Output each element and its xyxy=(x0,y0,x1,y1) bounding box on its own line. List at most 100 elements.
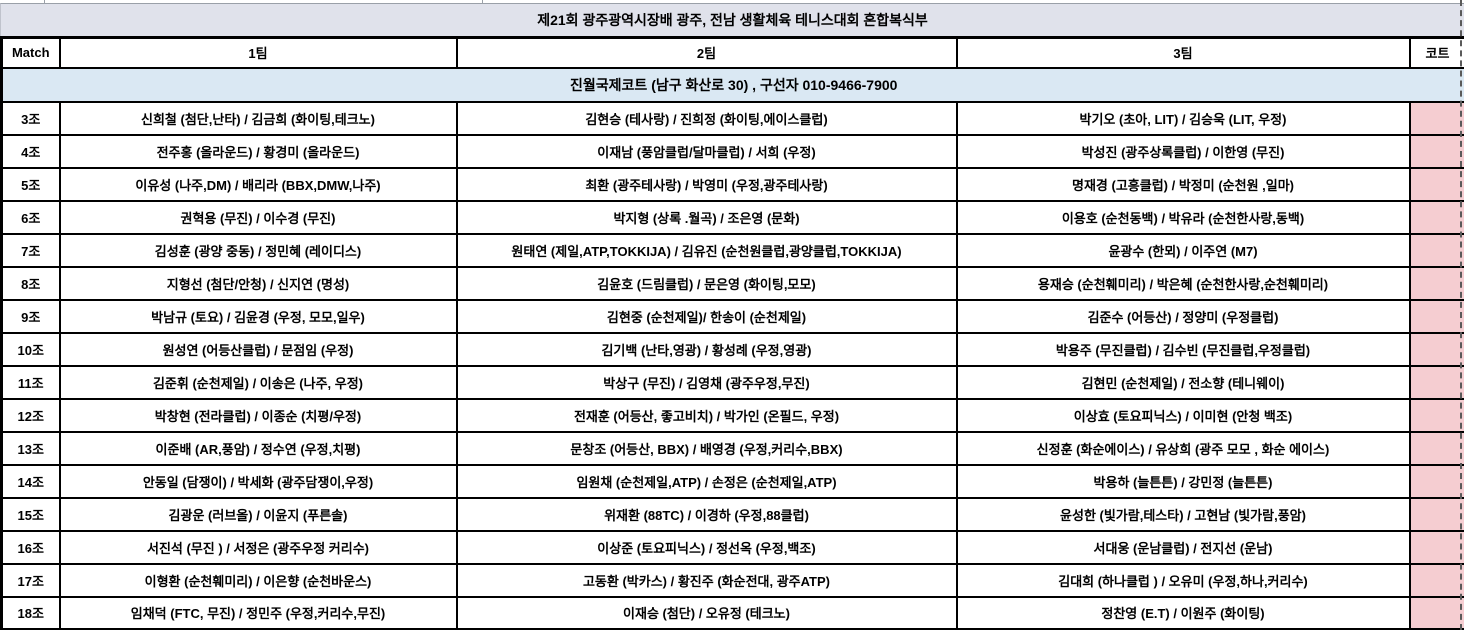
table-row: 12조 박창현 (전라클럽) / 이종순 (치평/우정) 전재훈 (어등산, 좋… xyxy=(0,397,1464,433)
match-cell[interactable]: 3조 xyxy=(0,100,61,136)
team3-cell[interactable]: 김준수 (어등산) / 정양미 (우정클럽) xyxy=(955,298,1411,334)
team3-cell[interactable]: 박용주 (무진클럽) / 김수빈 (무진클럽,우정클럽) xyxy=(955,331,1411,367)
court-cell[interactable] xyxy=(1408,529,1464,565)
match-cell[interactable]: 4조 xyxy=(0,133,61,169)
team2-cell[interactable]: 원태연 (제일,ATP,TOKKIJA) / 김유진 (순천원클럽,광양클럽,T… xyxy=(455,232,958,268)
col-header-match[interactable]: Match xyxy=(0,36,61,69)
team3-cell[interactable]: 명재경 (고흥클럽) / 박정미 (순천원 ,일마) xyxy=(955,166,1411,202)
team1-cell[interactable]: 김광운 (러브올) / 이윤지 (푸른솔) xyxy=(58,496,458,532)
team3-cell[interactable]: 정찬영 (E.T) / 이원주 (화이팅) xyxy=(955,595,1411,630)
team1-cell[interactable]: 박창현 (전라클럽) / 이종순 (치평/우정) xyxy=(58,397,458,433)
team2-cell[interactable]: 최환 (광주테사랑) / 박영미 (우정,광주테사랑) xyxy=(455,166,958,202)
court-cell[interactable] xyxy=(1408,463,1464,499)
team2-cell[interactable]: 이재승 (첨단) / 오유정 (테크노) xyxy=(455,595,958,630)
team2-cell[interactable]: 박지형 (상록 .월곡) / 조은영 (문화) xyxy=(455,199,958,235)
table-row: 11조 김준휘 (순천제일) / 이송은 (나주, 우정) 박상구 (무진) /… xyxy=(0,364,1464,400)
col-header-court[interactable]: 코트 xyxy=(1408,36,1464,69)
team2-cell[interactable]: 김기백 (난타,영광) / 황성례 (우정,영광) xyxy=(455,331,958,367)
col-header-team2[interactable]: 2팀 xyxy=(455,36,958,69)
team1-cell[interactable]: 지형선 (첨단/안청) / 신지연 (명성) xyxy=(58,265,458,301)
col-header-team1[interactable]: 1팀 xyxy=(58,36,458,69)
court-cell[interactable] xyxy=(1408,595,1464,630)
team2-cell[interactable]: 박상구 (무진) / 김영채 (광주우정,무진) xyxy=(455,364,958,400)
match-cell[interactable]: 17조 xyxy=(0,562,61,598)
team2-cell[interactable]: 김현중 (순천제일)/ 한송이 (순천제일) xyxy=(455,298,958,334)
sheet-title[interactable]: 제21회 광주광역시장배 광주, 전남 생활체육 테니스대회 혼합복식부 xyxy=(0,3,1464,36)
table-row: 14조 안동일 (담쟁이) / 박세화 (광주담쟁이,우정) 임원채 (순천제일… xyxy=(0,463,1464,499)
court-cell[interactable] xyxy=(1408,331,1464,367)
table-row: 16조 서진석 (무진 ) / 서정은 (광주우정 커리수) 이상준 (토요피닉… xyxy=(0,529,1464,565)
court-cell[interactable] xyxy=(1408,496,1464,532)
match-cell[interactable]: 10조 xyxy=(0,331,61,367)
match-cell[interactable]: 14조 xyxy=(0,463,61,499)
match-cell[interactable]: 15조 xyxy=(0,496,61,532)
bracket-table: Match 1팀 2팀 3팀 코트 진월국제코트 (남구 화산로 30) , 구… xyxy=(0,36,1464,630)
match-cell[interactable]: 6조 xyxy=(0,199,61,235)
team1-cell[interactable]: 원성연 (어등산클럽) / 문점임 (우정) xyxy=(58,331,458,367)
table-row: 8조 지형선 (첨단/안청) / 신지연 (명성) 김윤호 (드림클럽) / 문… xyxy=(0,265,1464,301)
team1-cell[interactable]: 권혁용 (무진) / 이수경 (무진) xyxy=(58,199,458,235)
team1-cell[interactable]: 안동일 (담쟁이) / 박세화 (광주담쟁이,우정) xyxy=(58,463,458,499)
team3-cell[interactable]: 김대희 (하나클럽 ) / 오유미 (우정,하나,커리수) xyxy=(955,562,1411,598)
court-cell[interactable] xyxy=(1408,166,1464,202)
team3-cell[interactable]: 김현민 (순천제일) / 전소향 (테니웨이) xyxy=(955,364,1411,400)
table-row: 13조 이준배 (AR,풍암) / 정수연 (우정,치평) 문창조 (어등산, … xyxy=(0,430,1464,466)
team1-cell[interactable]: 이형환 (순천훼미리) / 이은향 (순천바운스) xyxy=(58,562,458,598)
team2-cell[interactable]: 김윤호 (드림클럽) / 문은영 (화이팅,모모) xyxy=(455,265,958,301)
court-cell[interactable] xyxy=(1408,232,1464,268)
court-cell[interactable] xyxy=(1408,364,1464,400)
table-row: 17조 이형환 (순천훼미리) / 이은향 (순천바운스) 고동환 (박카스) … xyxy=(0,562,1464,598)
team1-cell[interactable]: 전주홍 (올라운드) / 황경미 (올라운드) xyxy=(58,133,458,169)
venue-cell[interactable]: 진월국제코트 (남구 화산로 30) , 구선자 010-9466-7900 xyxy=(0,66,1464,103)
team3-cell[interactable]: 신정훈 (화순에이스) / 유상희 (광주 모모 , 화순 에이스) xyxy=(955,430,1411,466)
match-cell[interactable]: 12조 xyxy=(0,397,61,433)
team3-cell[interactable]: 이용호 (순천동백) / 박유라 (순천한사랑,동백) xyxy=(955,199,1411,235)
team2-cell[interactable]: 이상준 (토요피닉스) / 정선옥 (우정,백조) xyxy=(455,529,958,565)
match-cell[interactable]: 11조 xyxy=(0,364,61,400)
team2-cell[interactable]: 이재남 (풍암클럽/달마클럽) / 서희 (우정) xyxy=(455,133,958,169)
team1-cell[interactable]: 김준휘 (순천제일) / 이송은 (나주, 우정) xyxy=(58,364,458,400)
court-cell[interactable] xyxy=(1408,133,1464,169)
match-cell[interactable]: 16조 xyxy=(0,529,61,565)
match-cell[interactable]: 13조 xyxy=(0,430,61,466)
match-cell[interactable]: 8조 xyxy=(0,265,61,301)
match-cell[interactable]: 9조 xyxy=(0,298,61,334)
match-cell[interactable]: 18조 xyxy=(0,595,61,630)
team2-cell[interactable]: 전재훈 (어등산, 좋고비치) / 박가인 (온필드, 우정) xyxy=(455,397,958,433)
team1-cell[interactable]: 신희철 (첨단,난타) / 김금희 (화이팅,테크노) xyxy=(58,100,458,136)
court-cell[interactable] xyxy=(1408,265,1464,301)
court-cell[interactable] xyxy=(1408,562,1464,598)
court-cell[interactable] xyxy=(1408,397,1464,433)
team1-cell[interactable]: 박남규 (토요) / 김윤경 (우정, 모모,일우) xyxy=(58,298,458,334)
table-row: 6조 권혁용 (무진) / 이수경 (무진) 박지형 (상록 .월곡) / 조은… xyxy=(0,199,1464,235)
col-header-team3[interactable]: 3팀 xyxy=(955,36,1411,69)
team1-cell[interactable]: 이준배 (AR,풍암) / 정수연 (우정,치평) xyxy=(58,430,458,466)
table-row: 18조 임채덕 (FTC, 무진) / 정민주 (우정,커리수,무진) 이재승 … xyxy=(0,595,1464,630)
team3-cell[interactable]: 윤광수 (한뫼) / 이주연 (M7) xyxy=(955,232,1411,268)
court-cell[interactable] xyxy=(1408,199,1464,235)
cut-row-sliver xyxy=(0,0,1464,3)
match-cell[interactable]: 7조 xyxy=(0,232,61,268)
team3-cell[interactable]: 용재승 (순천훼미리) / 박은혜 (순천한사랑,순천훼미리) xyxy=(955,265,1411,301)
team1-cell[interactable]: 김성훈 (광양 중동) / 정민혜 (레이디스) xyxy=(58,232,458,268)
team3-cell[interactable]: 박성진 (광주상록클럽) / 이한영 (무진) xyxy=(955,133,1411,169)
team2-cell[interactable]: 문창조 (어등산, BBX) / 배영경 (우정,커리수,BBX) xyxy=(455,430,958,466)
team3-cell[interactable]: 윤성한 (빛가람,테스타) / 고현남 (빛가람,풍암) xyxy=(955,496,1411,532)
team2-cell[interactable]: 위재환 (88TC) / 이경하 (우정,88클럽) xyxy=(455,496,958,532)
match-cell[interactable]: 5조 xyxy=(0,166,61,202)
team3-cell[interactable]: 서대웅 (운남클럽) / 전지선 (운남) xyxy=(955,529,1411,565)
team2-cell[interactable]: 김현승 (테사랑) / 진희정 (화이팅,에이스클럽) xyxy=(455,100,958,136)
team1-cell[interactable]: 이유성 (나주,DM) / 배리라 (BBX,DMW,나주) xyxy=(58,166,458,202)
team3-cell[interactable]: 이상효 (토요피닉스) / 이미현 (안청 백조) xyxy=(955,397,1411,433)
team2-cell[interactable]: 임원채 (순천제일,ATP) / 손정은 (순천제일,ATP) xyxy=(455,463,958,499)
team3-cell[interactable]: 박용하 (늘튼튼) / 강민정 (늘튼튼) xyxy=(955,463,1411,499)
team3-cell[interactable]: 박기오 (초아, LIT) / 김승욱 (LIT, 우정) xyxy=(955,100,1411,136)
team2-cell[interactable]: 고동환 (박카스) / 황진주 (화순전대, 광주ATP) xyxy=(455,562,958,598)
court-cell[interactable] xyxy=(1408,430,1464,466)
table-row: 5조 이유성 (나주,DM) / 배리라 (BBX,DMW,나주) 최환 (광주… xyxy=(0,166,1464,202)
court-cell[interactable] xyxy=(1408,100,1464,136)
court-cell[interactable] xyxy=(1408,298,1464,334)
team1-cell[interactable]: 임채덕 (FTC, 무진) / 정민주 (우정,커리수,무진) xyxy=(58,595,458,630)
team1-cell[interactable]: 서진석 (무진 ) / 서정은 (광주우정 커리수) xyxy=(58,529,458,565)
